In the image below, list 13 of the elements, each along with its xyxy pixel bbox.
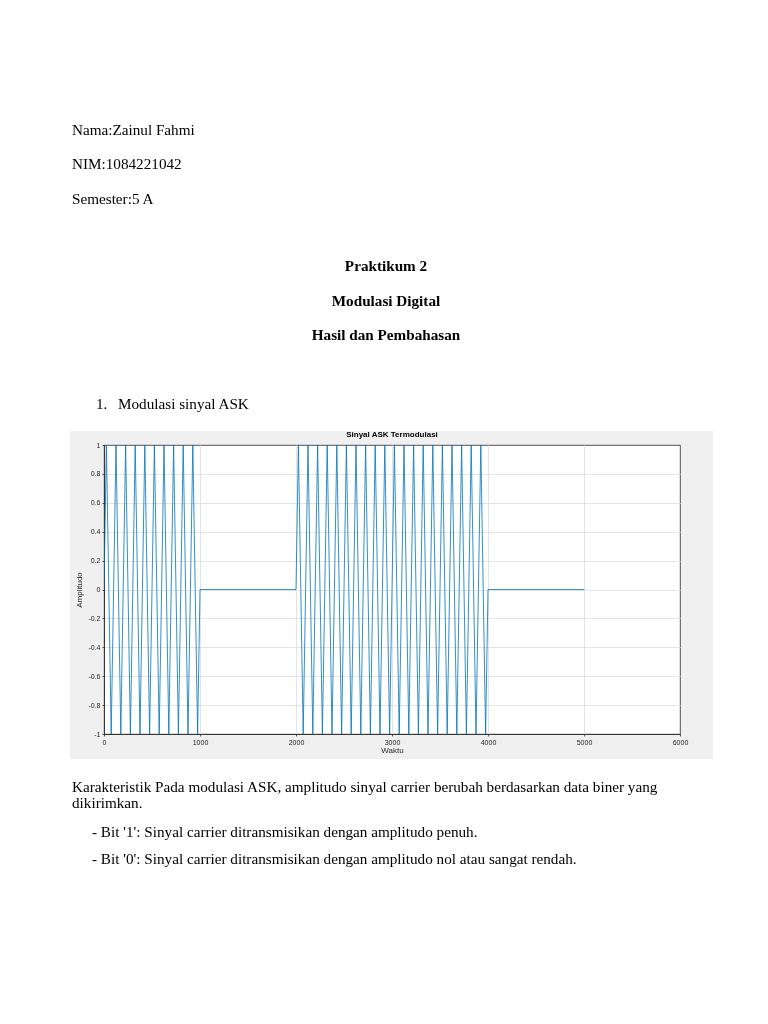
text: Modulasi Digital bbox=[330, 292, 442, 309]
x-axis-title: Waktu bbox=[381, 745, 404, 755]
text: - Bit '0': Sinyal carrier ditransmisikan dengan amplitudo nol atau sangat rendah. bbox=[92, 850, 577, 867]
text: NIM:1084221042 bbox=[72, 155, 182, 172]
text: Karakteristik Pada modulasi ASK, amplitudo sinyal carrier berubah berdasarkan data biner yang dikirimkan. bbox=[72, 778, 659, 811]
text: 1. Modulasi sinyal ASK bbox=[96, 395, 249, 412]
text: Nama:Zainul Fahmi bbox=[72, 121, 195, 138]
chart-title: Sinyal ASK Termodulasi bbox=[346, 430, 438, 439]
text: Hasil dan Pembahasan bbox=[310, 326, 462, 343]
text: Semester:5 A bbox=[72, 190, 154, 207]
text: Praktikum 2 bbox=[343, 257, 429, 274]
text: - Bit '1': Sinyal carrier ditransmisikan dengan amplitudo penuh. bbox=[92, 823, 478, 840]
y-axis-title: Amplitudo bbox=[75, 571, 85, 608]
